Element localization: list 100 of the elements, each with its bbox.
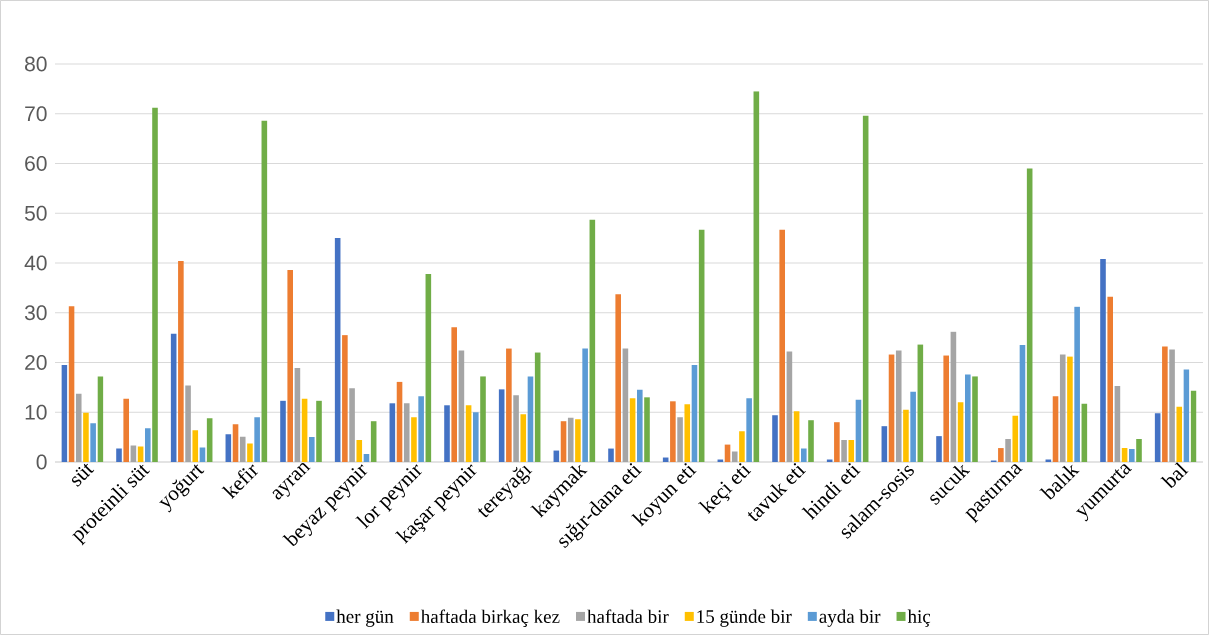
bar <box>192 430 199 462</box>
bar <box>254 417 260 462</box>
bar <box>677 417 683 462</box>
bar <box>232 424 239 462</box>
bar <box>403 403 410 462</box>
bar <box>1121 448 1128 462</box>
bar <box>834 422 840 462</box>
bar <box>1129 449 1135 462</box>
bar <box>582 348 588 462</box>
bar <box>75 393 82 462</box>
bar <box>1162 346 1168 462</box>
bar <box>97 376 104 462</box>
bar <box>972 376 978 462</box>
legend-label: haftada birkaç kez <box>420 609 560 627</box>
bar <box>152 107 158 462</box>
bar <box>1183 369 1190 462</box>
bar <box>575 419 581 462</box>
y-tick-label: 10 <box>25 404 47 420</box>
legend-label: ayda bir <box>819 609 881 627</box>
bar <box>389 403 396 462</box>
bar <box>451 327 457 462</box>
bar <box>411 417 417 462</box>
bar <box>1012 415 1019 462</box>
bar <box>746 398 752 462</box>
bar <box>145 428 151 462</box>
bar <box>801 448 807 462</box>
bar <box>527 376 534 462</box>
bar <box>615 294 621 462</box>
bar <box>206 418 213 462</box>
bar <box>473 412 479 462</box>
bar <box>498 389 505 462</box>
bar <box>841 440 847 462</box>
bar <box>280 400 286 462</box>
bar <box>965 374 971 462</box>
bar <box>1154 413 1161 462</box>
y-tick-label: 30 <box>24 305 47 321</box>
bar <box>848 440 855 462</box>
y-tick-label: 40 <box>24 255 47 271</box>
bar <box>644 397 650 462</box>
bar <box>779 229 785 462</box>
bar <box>444 405 450 462</box>
bar <box>480 376 486 462</box>
bar <box>998 448 1004 462</box>
bar <box>739 431 745 462</box>
y-tick-label: 0 <box>36 454 47 470</box>
bar <box>1059 354 1066 462</box>
y-tick-label: 70 <box>25 106 47 122</box>
bar <box>287 269 293 462</box>
y-tick-label: 50 <box>24 205 47 221</box>
bar <box>506 348 512 462</box>
bar <box>178 261 184 462</box>
legend-label: her gün <box>336 609 394 627</box>
bar <box>356 440 363 462</box>
bar <box>1176 406 1183 462</box>
bar <box>670 401 676 462</box>
bar <box>608 448 614 462</box>
bar <box>936 436 942 462</box>
bar <box>1074 306 1080 462</box>
bar <box>772 415 778 462</box>
bar <box>83 412 89 462</box>
bar <box>513 395 519 462</box>
bar <box>225 434 232 462</box>
bar <box>943 355 949 462</box>
legend-label: 15 günde bir <box>697 609 792 627</box>
y-tick-label: 20 <box>25 355 47 370</box>
x-tick-label: bal <box>1160 462 1189 488</box>
bar <box>1005 439 1011 462</box>
bar <box>239 436 246 462</box>
bar <box>1136 439 1142 462</box>
bar <box>247 443 253 462</box>
bar <box>684 404 691 462</box>
bar <box>349 388 355 462</box>
bar <box>185 385 191 462</box>
bar <box>418 396 424 462</box>
bar <box>1052 396 1059 462</box>
bar <box>123 398 129 462</box>
bar <box>309 437 315 462</box>
bar <box>629 398 636 462</box>
bar <box>731 451 738 462</box>
bar <box>808 420 814 462</box>
bar <box>567 417 574 462</box>
x-tick-label: kefir <box>221 464 259 499</box>
bar <box>881 426 888 462</box>
y-tick-label: 60 <box>25 156 47 171</box>
bar <box>560 421 567 462</box>
bar <box>895 350 902 462</box>
bar <box>370 421 377 462</box>
bar <box>116 448 122 462</box>
bar <box>637 389 643 462</box>
bar <box>1169 349 1175 462</box>
bar <box>1100 259 1106 462</box>
bar <box>465 405 472 462</box>
bar <box>910 391 916 462</box>
bar <box>1107 296 1113 462</box>
bar <box>903 409 909 462</box>
bar <box>90 423 96 462</box>
legend-label: hiç <box>907 609 931 627</box>
legend-label: haftada bir <box>587 609 669 624</box>
y-tick-label: 80 <box>25 56 47 72</box>
bar <box>1067 356 1073 462</box>
